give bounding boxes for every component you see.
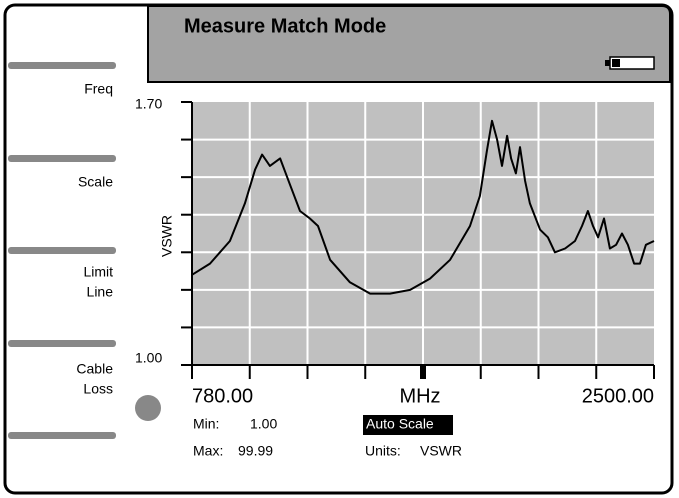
softkey-label: Loss [83,381,113,397]
min-label: Min: [193,416,219,432]
x-axis-label: MHz [399,385,440,407]
units-label: Units: [365,443,401,459]
title: Measure Match Mode [184,15,386,37]
y-axis-label: VSWR [159,215,175,257]
max-value: 99.99 [238,443,273,459]
mode: Auto Scale [366,416,434,432]
y-tick-label: 1.70 [135,96,162,112]
units-value: VSWR [420,443,462,459]
y-tick-label: 1.00 [135,350,162,366]
softkey-label: Limit [83,264,113,280]
battery-icon [605,56,655,70]
max-label: Max: [193,443,223,459]
x-tick-label: 780.00 [192,385,253,407]
softkey-label: Line [87,284,114,300]
x-tick-label: 2500.00 [582,385,654,407]
knob [135,395,161,421]
mode-badge [363,415,453,435]
min-value: 1.00 [250,416,277,432]
softkey-bars [8,62,116,439]
title-bar [147,5,671,83]
softkey-label: Freq [84,81,113,97]
softkey-label: Cable [76,361,113,377]
vswr-trace [191,119,655,295]
softkey-label: Scale [78,174,113,190]
